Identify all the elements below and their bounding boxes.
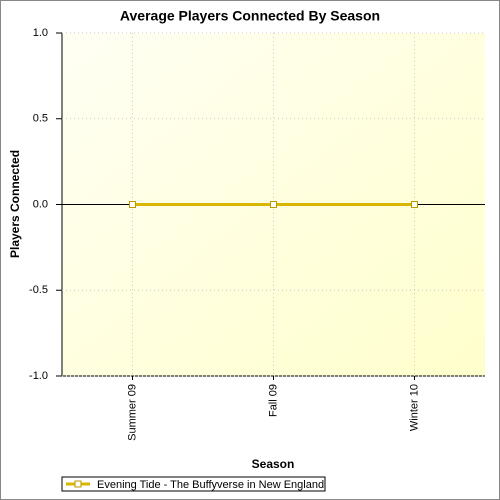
- y-tick-label: -1.0: [29, 370, 48, 382]
- x-tick-label: Fall 09: [267, 384, 279, 417]
- y-tick-label: -0.5: [29, 284, 48, 296]
- chart-title: Average Players Connected By Season: [120, 8, 380, 24]
- y-tick-label: 0.0: [33, 198, 48, 210]
- x-tick-label: Summer 09: [126, 384, 138, 441]
- legend-marker: [74, 480, 82, 488]
- y-tick-label: 1.0: [33, 27, 48, 39]
- y-tick-label: 0.5: [33, 113, 48, 125]
- point-marker: [129, 201, 136, 208]
- x-axis-label: Season: [252, 457, 295, 471]
- y-axis-label: Players Connected: [8, 150, 22, 258]
- legend-label: Evening Tide - The Buffyverse in New Eng…: [97, 479, 324, 491]
- x-tick-label: Winter 10: [408, 384, 420, 431]
- point-marker: [270, 201, 277, 208]
- point-marker: [411, 201, 418, 208]
- legend: [61, 476, 326, 492]
